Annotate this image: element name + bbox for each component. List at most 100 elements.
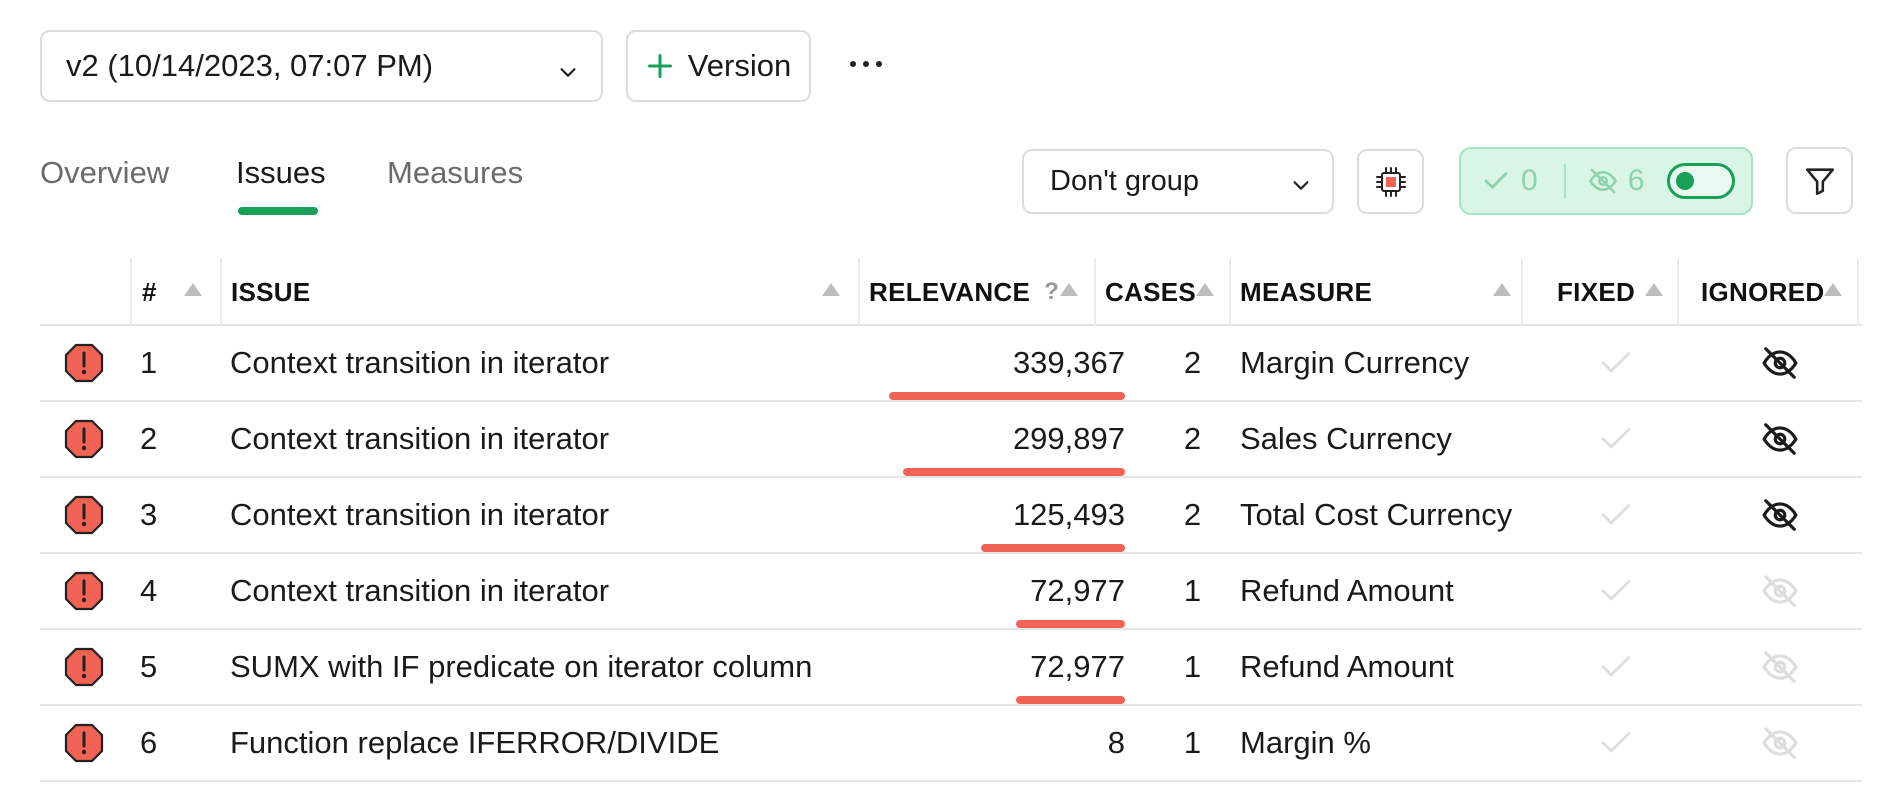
- row-number: 3: [140, 497, 158, 532]
- row-number: 5: [140, 649, 158, 684]
- sort-icon: [1196, 283, 1214, 296]
- ignored-toggle[interactable]: [1750, 630, 1810, 704]
- eye-off-icon: [1762, 575, 1798, 607]
- issue-name[interactable]: Context transition in iterator: [230, 421, 610, 456]
- fixed-count-value: 0: [1521, 164, 1538, 197]
- tab-issues[interactable]: Issues: [236, 155, 326, 190]
- col-header-relevance[interactable]: RELEVANCE ?: [858, 258, 1094, 326]
- sort-icon: [184, 283, 202, 296]
- table-row[interactable]: 4 Context transition in iterator 72,977 …: [40, 554, 1862, 630]
- tab-measures[interactable]: Measures: [387, 155, 524, 190]
- group-by-value: Don't group: [1050, 165, 1200, 197]
- add-version-button[interactable]: Version: [626, 30, 811, 102]
- octagon-alert-icon: [64, 343, 104, 383]
- table-row[interactable]: 5 SUMX with IF predicate on iterator col…: [40, 630, 1862, 706]
- measure-name[interactable]: Total Cost Currency: [1240, 497, 1513, 532]
- sort-icon: [1060, 283, 1078, 296]
- check-icon: [1601, 428, 1631, 449]
- measure-name[interactable]: Refund Amount: [1240, 573, 1454, 608]
- ignored-count: 6: [1588, 164, 1644, 198]
- check-icon: [1601, 504, 1631, 525]
- measure-name[interactable]: Refund Amount: [1240, 649, 1454, 684]
- error-severity-icon: [64, 706, 104, 780]
- issue-name[interactable]: Function replace IFERROR/DIVIDE: [230, 725, 720, 760]
- fixed-toggle[interactable]: [1586, 554, 1646, 628]
- relevance-value: 339,367: [860, 326, 1125, 400]
- table-row[interactable]: 1 Context transition in iterator 339,367…: [40, 326, 1862, 402]
- relevance-value: 125,493: [860, 478, 1125, 552]
- table-body: 1 Context transition in iterator 339,367…: [40, 326, 1862, 782]
- analyzer-button[interactable]: [1357, 149, 1424, 214]
- relevance-value: 299,897: [860, 402, 1125, 476]
- fixed-toggle[interactable]: [1586, 706, 1646, 780]
- eye-off-icon: [1588, 168, 1617, 194]
- col-header-fixed[interactable]: FIXED: [1521, 258, 1677, 326]
- show-ignored-switch[interactable]: [1667, 163, 1735, 199]
- row-number: 2: [140, 421, 158, 456]
- relevance-bar: [1016, 620, 1125, 628]
- fixed-toggle[interactable]: [1586, 630, 1646, 704]
- filter-button[interactable]: [1786, 147, 1853, 214]
- ignored-toggle[interactable]: [1750, 706, 1810, 780]
- row-number: 6: [140, 725, 158, 760]
- error-severity-icon: [64, 402, 104, 476]
- issues-table: # ISSUE RELEVANCE ? CASES MEASURE FIXED …: [40, 258, 1862, 782]
- relevance-bar: [903, 468, 1125, 476]
- col-header-cases[interactable]: CASES: [1094, 258, 1229, 326]
- octagon-alert-icon: [64, 419, 104, 459]
- eye-off-icon: [1762, 423, 1798, 455]
- cases-count: 2: [1183, 497, 1202, 532]
- eye-off-icon: [1762, 347, 1798, 379]
- issue-name[interactable]: Context transition in iterator: [230, 573, 610, 608]
- chip-icon: [1375, 166, 1406, 197]
- ignored-toggle[interactable]: [1750, 402, 1810, 476]
- measure-name[interactable]: Sales Currency: [1240, 421, 1452, 456]
- tab-active-indicator: [238, 207, 318, 215]
- error-severity-icon: [64, 326, 104, 400]
- issue-name[interactable]: Context transition in iterator: [230, 497, 610, 532]
- group-by-select[interactable]: Don't group: [1022, 149, 1334, 214]
- eye-off-icon: [1762, 651, 1798, 683]
- sort-icon: [822, 283, 840, 296]
- ignored-toggle[interactable]: [1750, 478, 1810, 552]
- octagon-alert-icon: [64, 723, 104, 763]
- table-row[interactable]: 2 Context transition in iterator 299,897…: [40, 402, 1862, 478]
- fixed-toggle[interactable]: [1586, 326, 1646, 400]
- col-header-issue[interactable]: ISSUE: [220, 258, 860, 326]
- table-row[interactable]: 6 Function replace IFERROR/DIVIDE 8 1 Ma…: [40, 706, 1862, 782]
- eye-off-icon: [1762, 499, 1798, 531]
- relevance-value: 72,977: [860, 554, 1125, 628]
- relevance-value: 8: [1107, 725, 1125, 760]
- fixed-toggle[interactable]: [1586, 478, 1646, 552]
- fixed-toggle[interactable]: [1586, 402, 1646, 476]
- ignored-toggle[interactable]: [1750, 554, 1810, 628]
- issue-name[interactable]: SUMX with IF predicate on iterator colum…: [230, 649, 813, 684]
- relevance-bar: [889, 392, 1125, 400]
- row-number: 4: [140, 573, 158, 608]
- help-icon[interactable]: ?: [1044, 278, 1060, 305]
- ignored-toggle[interactable]: [1750, 326, 1810, 400]
- error-severity-icon: [64, 630, 104, 704]
- tab-overview[interactable]: Overview: [40, 155, 170, 190]
- toggle-divider: [1563, 164, 1566, 198]
- table-row[interactable]: 3 Context transition in iterator 125,493…: [40, 478, 1862, 554]
- col-header-ignored[interactable]: IGNORED: [1677, 258, 1859, 326]
- cases-count: 1: [1183, 649, 1202, 684]
- octagon-alert-icon: [64, 647, 104, 687]
- version-select[interactable]: v2 (10/14/2023, 07:07 PM): [40, 30, 603, 102]
- relevance-bar: [981, 544, 1125, 552]
- version-select-value: v2 (10/14/2023, 07:07 PM): [66, 48, 434, 83]
- fixed-ignored-toggle[interactable]: 0 6: [1459, 147, 1753, 215]
- fixed-count: 0: [1481, 164, 1538, 198]
- col-header-measure[interactable]: MEASURE: [1229, 258, 1521, 326]
- relevance-value: 72,977: [860, 630, 1125, 704]
- eye-off-icon: [1762, 727, 1798, 759]
- issue-name[interactable]: Context transition in iterator: [230, 345, 610, 380]
- add-version-label: Version: [687, 48, 792, 83]
- more-options-button[interactable]: [846, 44, 886, 84]
- col-header-num[interactable]: #: [130, 258, 222, 326]
- octagon-alert-icon: [64, 495, 104, 535]
- measure-name[interactable]: Margin %: [1240, 725, 1371, 760]
- check-icon: [1601, 732, 1631, 753]
- measure-name[interactable]: Margin Currency: [1240, 345, 1470, 380]
